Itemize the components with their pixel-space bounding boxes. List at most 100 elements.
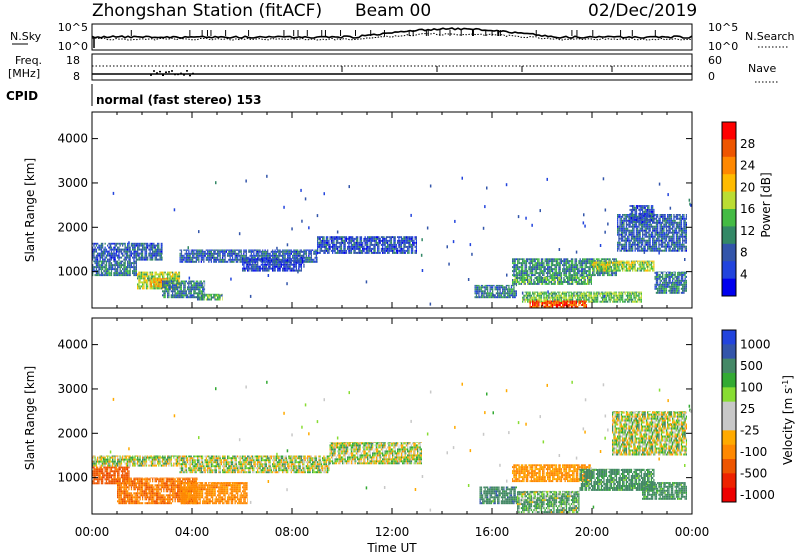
power-cell [123, 270, 125, 273]
power-cell [112, 248, 114, 251]
power-cell [604, 296, 606, 299]
power-cell [212, 256, 214, 259]
power-cell [578, 298, 580, 301]
power-cell [590, 292, 593, 295]
power-cell [322, 249, 324, 252]
power-cell [534, 281, 536, 283]
power-cell [163, 292, 165, 295]
power-cell [618, 296, 620, 299]
power-cell [625, 227, 628, 230]
power-cell [639, 263, 641, 266]
power-cell [372, 239, 374, 242]
power-cell [273, 269, 275, 272]
power-cell [378, 251, 380, 254]
power-cell [162, 256, 163, 259]
power-cell [152, 250, 154, 253]
power-cell [587, 282, 589, 285]
power-cell [399, 239, 401, 242]
freq-scatter [180, 72, 182, 75]
power-cell [287, 267, 289, 270]
power-cell [408, 239, 410, 242]
power-cell [92, 258, 94, 261]
power-cell [97, 256, 99, 259]
power-cell [303, 259, 305, 262]
power-cell [163, 286, 165, 289]
power-cell [214, 252, 216, 255]
power-cell [129, 258, 131, 261]
power-cell [162, 252, 163, 255]
power-cell [102, 256, 104, 259]
power-cell [374, 245, 376, 248]
freq-scatter [153, 70, 155, 72]
power-cell [490, 288, 493, 291]
power-cell [337, 249, 339, 252]
power-cell [153, 275, 155, 278]
power-cell [615, 296, 618, 299]
power-cell [224, 250, 226, 253]
power-cell [593, 269, 595, 272]
power-cell [610, 274, 613, 277]
power-cell [517, 258, 519, 261]
power-cell [97, 242, 99, 245]
power-cell [632, 291, 634, 293]
power-cell [538, 302, 540, 304]
power-cell [624, 265, 626, 268]
power-cell [188, 256, 190, 259]
power-cell [589, 292, 591, 295]
power-cell [625, 269, 628, 272]
power-cell [109, 242, 111, 245]
power-cell [92, 248, 94, 251]
power-cell [522, 264, 524, 267]
power-cell [524, 279, 526, 281]
power-cell [143, 242, 145, 245]
power-cell [122, 260, 124, 263]
power-cell [545, 260, 548, 263]
power-cell [243, 249, 245, 251]
power-cell [353, 251, 355, 254]
power-cell [393, 241, 395, 244]
power-cell [487, 290, 489, 293]
power-cell [412, 243, 414, 246]
power-cell [242, 256, 244, 259]
power-cell [628, 225, 630, 228]
power-cell [257, 263, 259, 266]
power-cell [223, 254, 225, 257]
power-cell [628, 219, 630, 222]
power-cell [625, 223, 628, 226]
power-cell [538, 264, 540, 267]
power-cell [247, 261, 249, 264]
power-cell [595, 263, 598, 266]
power-cell [198, 250, 200, 253]
power-cell [187, 282, 189, 285]
power-cell [189, 260, 191, 263]
power-cell [98, 266, 100, 269]
power-cell [617, 223, 619, 226]
power-cell [280, 258, 282, 261]
power-cell [527, 272, 529, 275]
power-cell [582, 300, 584, 303]
power-cell [499, 290, 501, 293]
power-cell [115, 272, 118, 275]
power-cell [518, 266, 520, 269]
power-cell [570, 306, 573, 308]
power-cell [552, 296, 554, 299]
power-cell [620, 291, 623, 293]
power-cell [150, 246, 153, 249]
power-cell [649, 269, 651, 272]
power-cell [404, 251, 406, 254]
power-cell [513, 272, 515, 275]
power-cell [553, 274, 555, 277]
power-cell [298, 259, 300, 262]
power-cell [212, 296, 214, 299]
power-cell [222, 294, 223, 297]
power-cell [369, 241, 371, 244]
power-cell [322, 239, 324, 242]
power-cell [609, 300, 611, 303]
power-cell [610, 268, 613, 271]
power-cell [538, 279, 540, 281]
power-cell [155, 278, 157, 280]
power-cell [543, 298, 545, 301]
power-cell [578, 282, 580, 285]
power-cell [358, 251, 360, 254]
power-cell [372, 236, 374, 238]
